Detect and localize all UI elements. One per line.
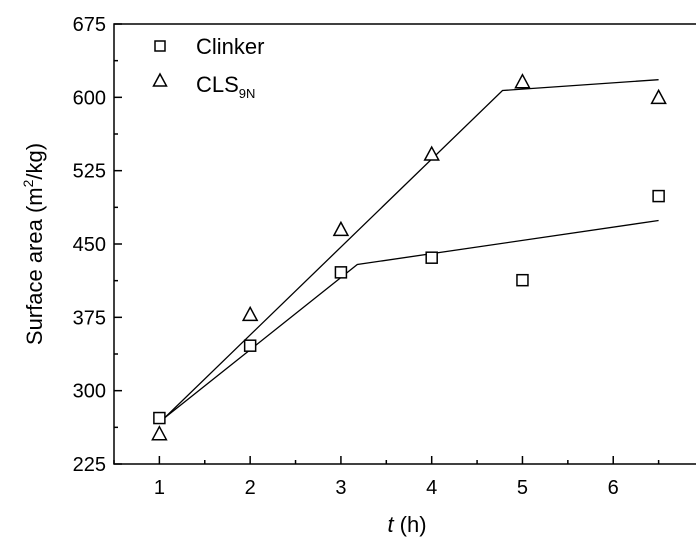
y-tick-label: 600 <box>73 87 106 109</box>
legend-cls-label: CLS9N <box>196 72 255 101</box>
legend-cls-label-main: CLS <box>196 72 239 97</box>
x-axis-title: t (h) <box>387 512 426 537</box>
x-tick-label: 6 <box>608 477 619 499</box>
x-tick-label: 4 <box>426 477 437 499</box>
y-axis-title-main: Surface area (m <box>22 187 47 345</box>
x-tick-label: 3 <box>335 477 346 499</box>
clinker-point <box>652 189 665 203</box>
cls-point <box>650 88 667 105</box>
y-axis-title: Surface area (m2/kg) <box>20 143 47 345</box>
tick-labels: 1234567225300375450525600675 <box>73 14 619 499</box>
y-tick-label: 525 <box>73 161 106 183</box>
legend: Clinker CLS9N <box>152 34 264 101</box>
cls-point <box>241 305 259 322</box>
y-tick-label: 450 <box>73 234 106 256</box>
fit-lines <box>158 79 659 424</box>
y-tick-label: 300 <box>73 381 106 403</box>
legend-cls-label-sub: 9N <box>239 86 256 101</box>
legend-clinker-marker <box>154 40 166 52</box>
cls-point <box>151 425 168 441</box>
legend-clinker-label: Clinker <box>196 34 264 59</box>
legend-cls-marker <box>152 72 168 87</box>
x-axis-unit: (h) <box>394 512 427 537</box>
x-tick-label: 5 <box>517 477 528 499</box>
y-tick-label: 675 <box>73 14 106 36</box>
x-axis-variable: t <box>387 512 394 537</box>
x-tick-label: 1 <box>154 477 165 499</box>
cls-point <box>423 145 440 161</box>
clinker-point <box>425 251 438 264</box>
y-axis-title-sup: 2 <box>20 179 36 187</box>
clinker-point <box>516 273 529 287</box>
fit-line-series-1 <box>158 79 659 424</box>
clinker-point <box>243 339 257 352</box>
y-tick-label: 375 <box>73 307 106 329</box>
y-tick-label: 225 <box>73 454 106 476</box>
cls-point <box>514 73 531 89</box>
plot-frame <box>113 23 696 465</box>
y-axis-title-end: /kg) <box>22 143 47 180</box>
clinker-point <box>153 411 166 425</box>
x-tick-label: 2 <box>245 477 256 499</box>
clinker-point <box>334 266 348 279</box>
cls-point <box>332 220 350 237</box>
fit-line-series-0 <box>158 219 659 423</box>
data-points <box>151 73 667 441</box>
